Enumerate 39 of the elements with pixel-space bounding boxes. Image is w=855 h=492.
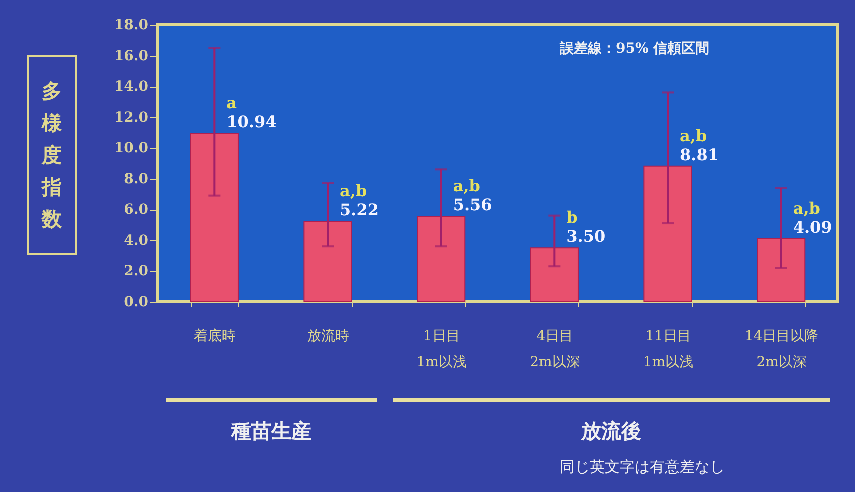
x-tick-label: 放流時 [308,328,350,344]
annotation: a,b [453,176,480,196]
y-tick-label: 14.0 [114,79,149,96]
bar [417,216,466,302]
bar [304,221,352,302]
annotation: a,b [680,126,708,146]
y-tick-label: 12.0 [114,110,149,126]
data-label: 4.09 [793,218,832,238]
data-label: 3.50 [566,227,606,246]
y-tick-label: 4.0 [124,232,149,249]
annotation: 誤差線：95% 信頼区間 [560,40,710,58]
y-tick-label: 6.0 [124,202,149,218]
bar [530,248,579,302]
text: 放流後 [580,418,642,445]
text: 種苗生産 [230,418,312,445]
y-tick-label: 18.0 [114,18,149,34]
data-label: 10.94 [226,112,277,132]
bar [190,133,239,302]
annotation: a,b [340,182,368,201]
annotation: a [226,94,238,113]
x-tick-label: 4日目 2m以深 [530,328,580,370]
annotation: a,b [793,199,820,218]
bar [757,238,806,302]
y-tick-label: 2.0 [124,264,149,280]
x-tick-label: 14日目以降 2m以深 [744,328,819,370]
y-tick-label: 8.0 [124,171,149,188]
x-tick-label: 着底時 [194,328,236,344]
y-tick-label: 16.0 [114,48,149,64]
text: 同じ英文字は有意差なし [560,458,725,477]
y-tick-label: 10.0 [114,140,149,157]
y-tick-label: 0.0 [124,294,149,310]
x-tick-label: 1日目 1m以浅 [416,328,467,370]
y-axis-title: 多様度指数 [41,78,63,233]
data-label: 5.22 [340,200,379,220]
x-tick-label: 11日目 1m以浅 [643,328,694,370]
bar [644,166,692,302]
data-label: 5.56 [453,195,492,214]
annotation: b [566,208,578,228]
data-label: 8.81 [680,145,719,164]
